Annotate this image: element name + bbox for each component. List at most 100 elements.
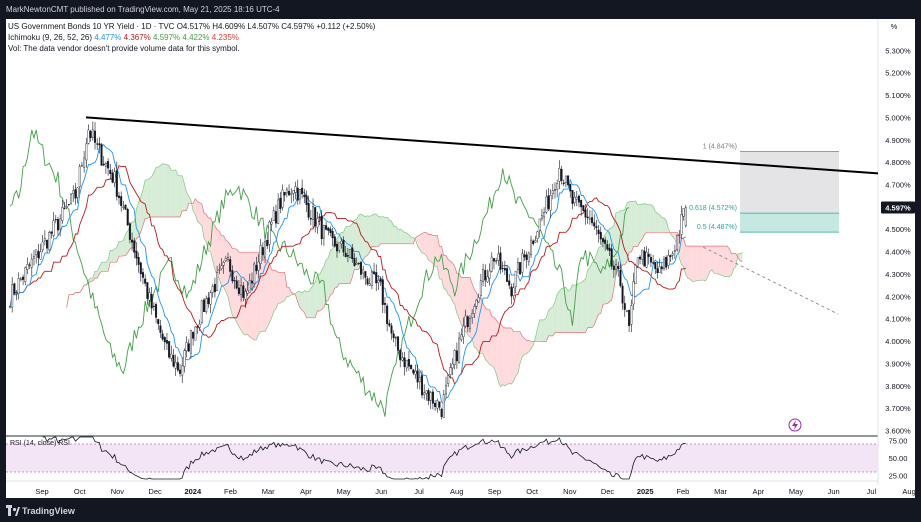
candle-body [392,333,395,339]
cloud-segment [247,252,250,338]
cloud-segment [199,202,202,226]
candle-body [285,189,288,194]
candle-body [399,350,402,360]
cloud-segment [565,287,569,333]
candle-body [170,353,173,359]
x-axis-tick-label: Sep [35,487,48,496]
projection-dashed-line [703,246,839,315]
cloud-segment [234,248,237,322]
cloud-segment [345,226,348,284]
candle-body [445,385,448,395]
cloud-segment [119,241,122,257]
fib-zone-upper [740,151,839,214]
cloud-segment [426,232,429,261]
candle-body [667,255,670,266]
cloud-segment [517,331,521,374]
candle-body [532,240,535,244]
cloud-segment [289,287,292,297]
x-axis-tick-label: Dec [148,487,162,496]
cloud-segment [219,231,222,286]
candle-body [213,284,216,293]
cloud-segment [550,306,553,336]
candle-body [59,218,62,230]
cloud-segment [258,252,261,335]
candle-body [148,292,151,301]
candle-body [183,350,186,367]
cloud-segment [310,285,314,318]
cloud-segment [411,237,414,244]
y-axis-tick-label: 4.500% [885,225,911,234]
cloud-segment [332,240,335,294]
cloud-segment [480,299,484,354]
candle-body [567,175,570,186]
candle-body [250,280,253,284]
cloud-segment [703,246,706,282]
cloud-segment [140,189,143,232]
candle-body [523,254,526,258]
x-axis-tick-label: Mar [714,487,727,496]
cloud-segment [522,336,525,357]
candle-body [235,280,238,289]
cloud-segment [705,246,708,282]
candle-body [359,262,362,275]
cloud-segment [729,248,732,277]
cloud-segment [592,260,595,328]
cloud-segment [350,223,353,284]
candle-body [305,195,308,205]
candle-body [588,217,591,220]
cloud-segment [367,215,370,256]
cloud-segment [698,246,702,281]
cloud-segment [121,240,124,257]
candle-body [514,270,517,287]
cloud-segment [725,246,728,277]
cloud-segment [515,331,518,376]
cloud-segment [175,169,178,218]
candle-body [495,260,498,262]
candle-body [61,207,64,221]
candle-body [434,402,437,407]
candle-body [418,377,421,383]
price-chart-svg[interactable]: 1 (4.847%) 0.618 (4.572%) 0.5 (4.487%)% 5.3… [6,19,916,498]
cloud-segment [269,262,272,323]
candle-body [19,278,22,280]
cloud-segment [326,257,329,302]
candle-body [128,223,131,240]
symbol-title: US Government Bonds 10 YR Yield · 1D · T… [8,22,175,31]
alert-bolt-glyph [792,420,798,430]
candle-body [41,241,44,251]
cloud-segment [487,309,490,365]
x-axis-tick-label: Aug [902,487,915,496]
candle-body [632,281,635,305]
candle-body [591,217,594,224]
cloud-segment [153,167,157,218]
candle-body [438,401,441,408]
candle-body [231,270,234,282]
cloud-segment [256,252,259,340]
y-axis-tick-label: 5.300% [885,46,911,55]
cloud-segment [722,246,726,277]
cloud-segment [354,219,357,270]
cloud-segment [138,196,141,238]
candle-body [336,243,339,252]
cloud-segment [90,277,93,282]
cloud-segment [223,235,226,292]
cloud-segment [369,215,372,252]
candle-body [320,216,323,240]
cloud-segment [718,246,721,276]
candle-body [165,340,168,344]
cloud-segment [384,217,388,244]
cloud-segment [605,231,608,304]
rsi-line [42,436,686,480]
candle-body [671,253,674,256]
cloud-segment [225,240,228,297]
candle-body [98,143,101,146]
candle-body [551,190,554,194]
cloud-segment [526,340,529,354]
cloud-segment [650,204,654,233]
candle-body [471,312,474,319]
candle-body [475,300,478,307]
chart-panel[interactable]: 1 (4.847%) 0.618 (4.572%) 0.5 (4.487%)% 5.3… [6,19,916,498]
tradingview-logo-icon [6,505,20,516]
candle-body [353,257,356,266]
x-axis-tick-label: May [337,487,351,496]
